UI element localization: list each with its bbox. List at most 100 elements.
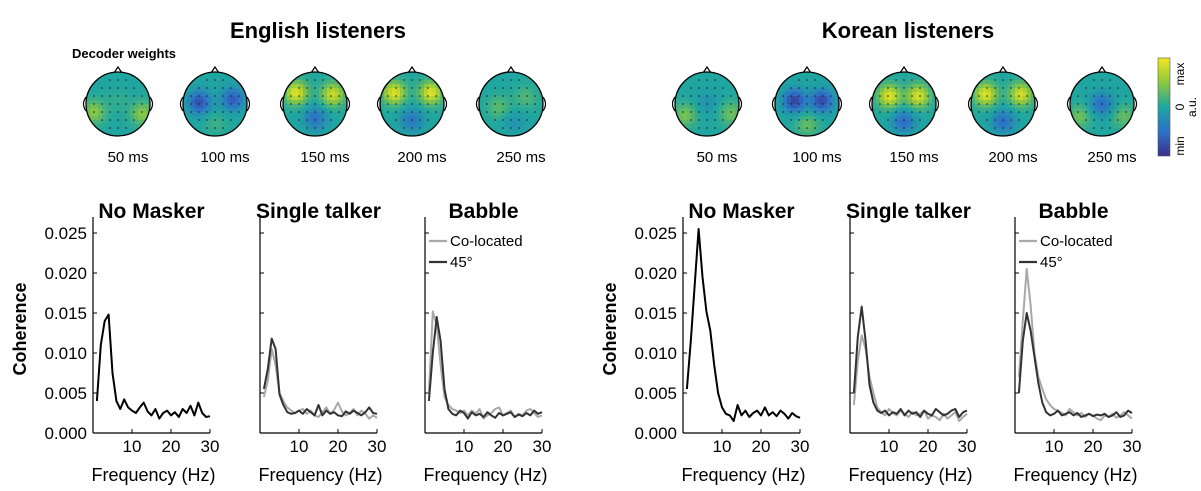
electrode-dot xyxy=(1077,111,1079,113)
panel-title: No Masker xyxy=(98,200,204,223)
electrode-dot xyxy=(1002,127,1004,129)
electrode-dot xyxy=(206,111,208,113)
electrode-dot xyxy=(782,103,784,105)
topomap: 250 ms xyxy=(1066,65,1138,166)
electrode-dot xyxy=(919,119,921,121)
electrode-dot xyxy=(526,87,528,89)
electrode-dot xyxy=(314,87,316,89)
electrode-dot xyxy=(830,111,832,113)
electrode-dot xyxy=(1125,103,1127,105)
electrode-dot xyxy=(395,87,397,89)
electrode-dot xyxy=(419,79,421,81)
electrode-dot xyxy=(1002,79,1004,81)
electrode-dot xyxy=(403,119,405,121)
head-ear-right xyxy=(443,96,448,112)
y-tick-label: 0.025 xyxy=(634,224,677,243)
electrode-dot xyxy=(486,95,488,97)
electrode-dot xyxy=(411,79,413,81)
electrode-dot xyxy=(1077,103,1079,105)
electrode-dot xyxy=(502,103,504,105)
electrode-dot xyxy=(706,103,708,105)
electrode-dot xyxy=(298,95,300,97)
head-ear-right xyxy=(542,96,547,112)
topomap: 100 ms xyxy=(179,65,251,166)
electrode-dot xyxy=(101,111,103,113)
electrode-dot xyxy=(790,87,792,89)
head-outline xyxy=(379,71,445,137)
legend-label: Co-located xyxy=(1040,233,1113,250)
electrode-dot xyxy=(1109,127,1111,129)
electrode-dot xyxy=(730,111,732,113)
electrode-dot xyxy=(206,119,208,121)
electrode-dot xyxy=(978,95,980,97)
electrode-dot xyxy=(1117,111,1119,113)
series-line-colocated xyxy=(852,334,968,422)
electrode-dot xyxy=(814,111,816,113)
electrode-dot xyxy=(214,87,216,89)
series-line-colocated xyxy=(1017,268,1133,422)
electrode-dot xyxy=(518,111,520,113)
electrode-dot xyxy=(494,111,496,113)
electrode-dot xyxy=(722,119,724,121)
electrode-dot xyxy=(911,127,913,129)
electrode-dot xyxy=(822,103,824,105)
head-ear-right xyxy=(149,96,154,112)
electrode-dot xyxy=(1093,127,1095,129)
electrode-dot xyxy=(395,111,397,113)
electrode-dot xyxy=(387,111,389,113)
electrode-dot xyxy=(322,79,324,81)
electrode-dot xyxy=(435,111,437,113)
topomap: 200 ms xyxy=(967,65,1039,166)
electrode-dot xyxy=(919,111,921,113)
electrode-dot xyxy=(306,95,308,97)
electrode-dot xyxy=(1018,103,1020,105)
head-outline xyxy=(674,71,740,137)
head-ear-left xyxy=(82,96,87,112)
electrode-dot xyxy=(1117,119,1119,121)
electrode-dot xyxy=(125,95,127,97)
electrode-dot xyxy=(290,95,292,97)
electrode-dot xyxy=(895,79,897,81)
electrode-dot xyxy=(798,127,800,129)
electrode-dot xyxy=(1010,127,1012,129)
electrode-dot xyxy=(206,127,208,129)
x-axis-label: Frequency (Hz) xyxy=(423,465,547,485)
electrode-dot xyxy=(887,95,889,97)
electrode-dot xyxy=(706,95,708,97)
topomap: 150 ms xyxy=(279,65,351,166)
colorbar-unit-label: a.u. xyxy=(1185,97,1199,117)
legend-item: Co-located xyxy=(1019,233,1113,250)
electrode-dot xyxy=(117,87,119,89)
electrode-dot xyxy=(395,95,397,97)
head-nose xyxy=(407,65,417,74)
electrode-dot xyxy=(222,103,224,105)
electrode-dot xyxy=(230,95,232,97)
topomap: 50 ms xyxy=(82,65,154,166)
electrode-dot xyxy=(387,103,389,105)
electrode-dot xyxy=(1101,79,1103,81)
electrode-dot xyxy=(1101,119,1103,121)
electrode-dot xyxy=(133,103,135,105)
electrode-dot xyxy=(298,111,300,113)
electrode-dot xyxy=(806,79,808,81)
electrode-dot xyxy=(814,127,816,129)
electrode-dot xyxy=(403,79,405,81)
electrode-dot xyxy=(887,111,889,113)
electrode-dot xyxy=(109,103,111,105)
y-tick-label: 0.005 xyxy=(44,384,87,403)
x-tick-label: 30 xyxy=(1123,437,1142,456)
y-axis-label: Coherence xyxy=(10,282,30,375)
electrode-dot xyxy=(830,103,832,105)
coherence-panel: 10 20 30 Single talker Frequency (Hz) xyxy=(846,200,976,485)
head-outline xyxy=(774,71,840,137)
electrode-dot xyxy=(411,103,413,105)
electrode-dot xyxy=(411,95,413,97)
x-axis-label: Frequency (Hz) xyxy=(1013,465,1137,485)
electrode-dot xyxy=(690,111,692,113)
electrode-dot xyxy=(93,95,95,97)
head-ear-left xyxy=(771,96,776,112)
electrode-dot xyxy=(994,127,996,129)
electrode-dot xyxy=(782,95,784,97)
topomap: 100 ms xyxy=(771,65,843,166)
electrode-dot xyxy=(698,111,700,113)
